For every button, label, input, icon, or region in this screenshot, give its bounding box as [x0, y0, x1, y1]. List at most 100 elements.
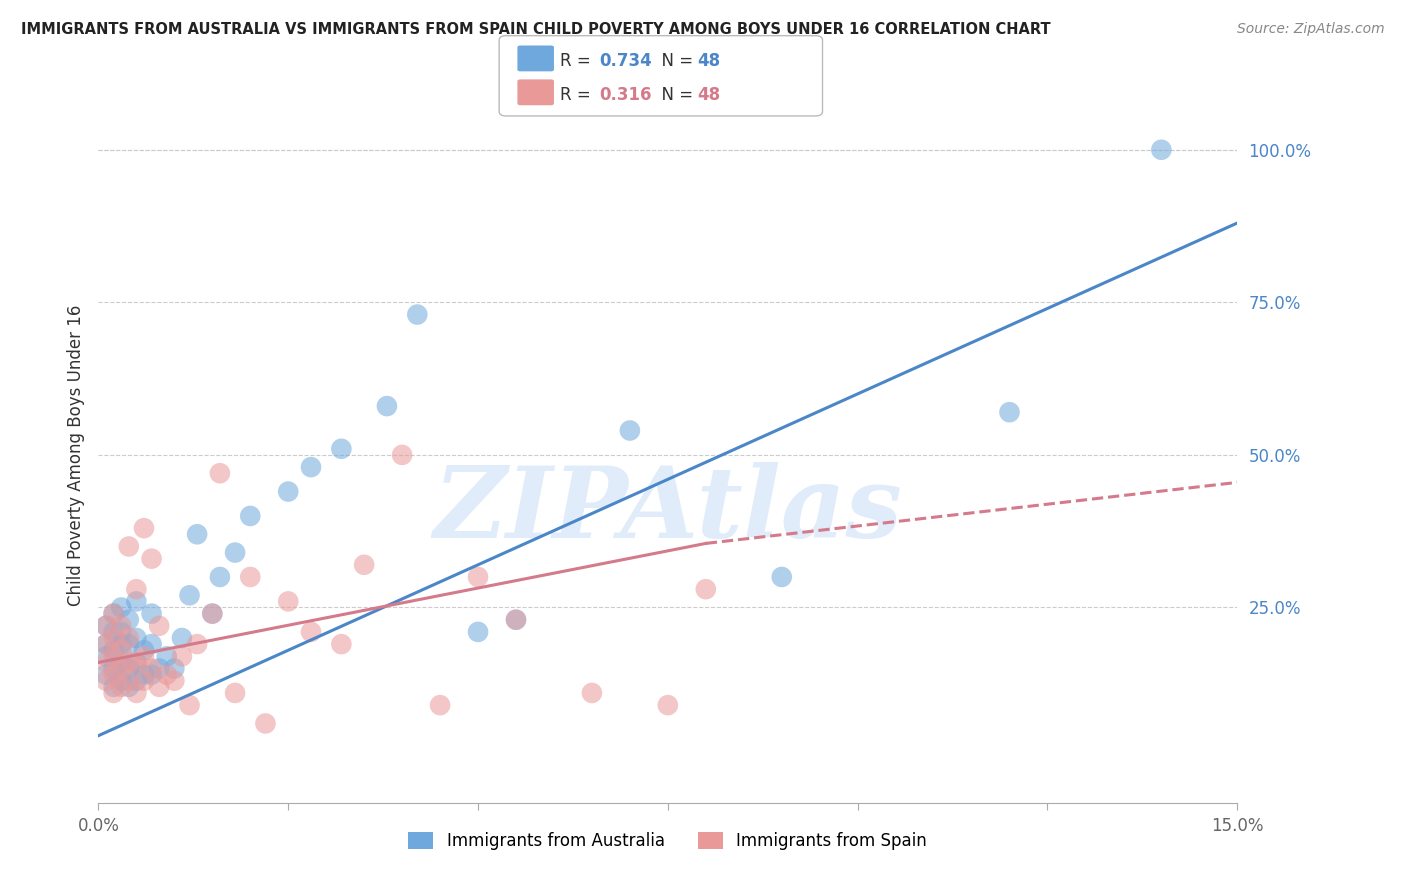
- Point: [330, 637, 353, 651]
- Point: [141, 637, 163, 651]
- Point: [110, 673, 132, 688]
- Point: [657, 698, 679, 713]
- Point: [375, 399, 398, 413]
- Point: [132, 667, 155, 681]
- Point: [163, 661, 186, 675]
- Point: [156, 649, 179, 664]
- Point: [103, 607, 125, 621]
- Point: [998, 405, 1021, 419]
- Point: [103, 643, 125, 657]
- Point: [163, 673, 186, 688]
- Point: [141, 667, 163, 681]
- Point: [125, 656, 148, 670]
- Text: N =: N =: [651, 86, 699, 103]
- Point: [467, 570, 489, 584]
- Point: [148, 619, 170, 633]
- Point: [299, 460, 322, 475]
- Text: IMMIGRANTS FROM AUSTRALIA VS IMMIGRANTS FROM SPAIN CHILD POVERTY AMONG BOYS UNDE: IMMIGRANTS FROM AUSTRALIA VS IMMIGRANTS …: [21, 22, 1050, 37]
- Y-axis label: Child Poverty Among Boys Under 16: Child Poverty Among Boys Under 16: [66, 304, 84, 606]
- Point: [118, 661, 141, 675]
- Point: [125, 673, 148, 688]
- Point: [103, 631, 125, 645]
- Point: [353, 558, 375, 572]
- Point: [110, 643, 132, 657]
- Point: [125, 631, 148, 645]
- Text: 48: 48: [697, 86, 720, 103]
- Point: [94, 656, 117, 670]
- Point: [201, 607, 224, 621]
- Text: R =: R =: [560, 52, 596, 70]
- Point: [103, 680, 125, 694]
- Point: [391, 448, 413, 462]
- Point: [94, 637, 117, 651]
- Point: [94, 667, 117, 681]
- Text: 0.316: 0.316: [599, 86, 651, 103]
- Point: [254, 716, 277, 731]
- Point: [239, 570, 262, 584]
- Point: [103, 667, 125, 681]
- Point: [695, 582, 717, 597]
- Point: [118, 680, 141, 694]
- Point: [467, 624, 489, 639]
- Point: [132, 673, 155, 688]
- Point: [110, 619, 132, 633]
- Point: [156, 667, 179, 681]
- Point: [429, 698, 451, 713]
- Point: [170, 631, 193, 645]
- Point: [277, 484, 299, 499]
- Point: [148, 680, 170, 694]
- Point: [141, 607, 163, 621]
- Point: [330, 442, 353, 456]
- Point: [208, 467, 231, 481]
- Text: 48: 48: [697, 52, 720, 70]
- Point: [224, 686, 246, 700]
- Point: [118, 656, 141, 670]
- Legend: Immigrants from Australia, Immigrants from Spain: Immigrants from Australia, Immigrants fr…: [402, 826, 934, 857]
- Point: [770, 570, 793, 584]
- Point: [110, 680, 132, 694]
- Point: [224, 545, 246, 559]
- Point: [110, 637, 132, 651]
- Point: [201, 607, 224, 621]
- Point: [103, 607, 125, 621]
- Point: [125, 656, 148, 670]
- Point: [110, 656, 132, 670]
- Point: [118, 613, 141, 627]
- Point: [299, 624, 322, 639]
- Point: [239, 508, 262, 523]
- Point: [103, 649, 125, 664]
- Point: [125, 582, 148, 597]
- Point: [141, 551, 163, 566]
- Point: [141, 661, 163, 675]
- Text: 0.734: 0.734: [599, 52, 652, 70]
- Point: [619, 424, 641, 438]
- Point: [406, 308, 429, 322]
- Text: R =: R =: [560, 86, 596, 103]
- Point: [505, 613, 527, 627]
- Point: [94, 637, 117, 651]
- Point: [94, 673, 117, 688]
- Point: [179, 588, 201, 602]
- Point: [118, 631, 141, 645]
- Point: [110, 624, 132, 639]
- Point: [132, 643, 155, 657]
- Point: [132, 521, 155, 535]
- Point: [103, 624, 125, 639]
- Point: [110, 661, 132, 675]
- Point: [505, 613, 527, 627]
- Point: [132, 649, 155, 664]
- Text: N =: N =: [651, 52, 699, 70]
- Point: [170, 649, 193, 664]
- Point: [1150, 143, 1173, 157]
- Point: [277, 594, 299, 608]
- Point: [118, 540, 141, 554]
- Text: ZIPAtlas: ZIPAtlas: [433, 462, 903, 558]
- Point: [94, 619, 117, 633]
- Point: [118, 637, 141, 651]
- Point: [208, 570, 231, 584]
- Point: [186, 527, 208, 541]
- Point: [94, 649, 117, 664]
- Point: [118, 673, 141, 688]
- Point: [94, 619, 117, 633]
- Point: [581, 686, 603, 700]
